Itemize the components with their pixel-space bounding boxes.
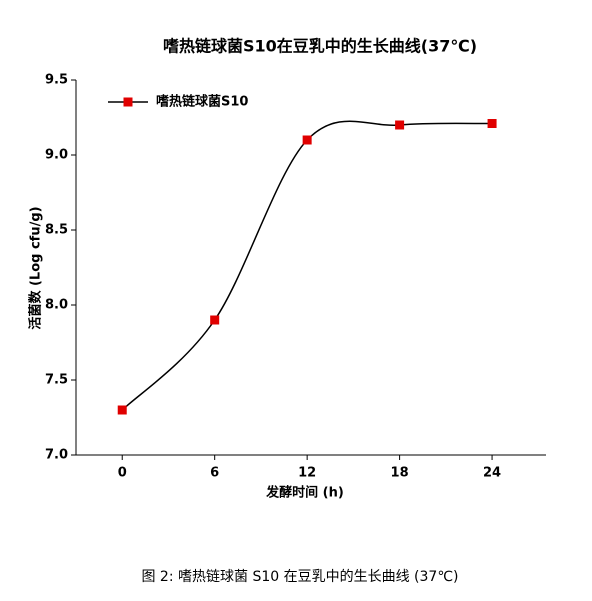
marker — [487, 119, 497, 128]
marker — [117, 405, 127, 415]
x-tick-label: 6 — [210, 466, 219, 481]
legend-label: 嗜热链球菌S10 — [156, 94, 248, 110]
x-tick-label: 0 — [118, 466, 127, 481]
chart-title: 嗜热链球菌S10在豆乳中的生长曲线(37℃) — [163, 37, 477, 56]
x-tick-label: 12 — [298, 466, 316, 481]
x-axis-label: 发酵时间 (h) — [265, 485, 344, 501]
x-tick-label: 24 — [483, 466, 501, 481]
y-tick-label: 7.0 — [45, 448, 68, 463]
legend-marker — [123, 97, 133, 107]
caption: 图 2: 嗜热链球菌 S10 在豆乳中的生长曲线 (37℃) — [141, 569, 458, 585]
y-tick-label: 7.5 — [45, 373, 68, 388]
y-axis-label: 活菌数 (Log cfu/g) — [28, 206, 44, 329]
marker — [210, 315, 220, 325]
y-tick-label: 8.5 — [45, 223, 68, 238]
marker — [395, 120, 405, 130]
y-tick-label: 9.5 — [45, 73, 68, 88]
x-tick-label: 18 — [391, 466, 409, 481]
marker — [302, 135, 312, 145]
y-tick-label: 9.0 — [45, 148, 68, 163]
line — [121, 120, 493, 411]
y-tick-label: 8.0 — [45, 298, 68, 313]
